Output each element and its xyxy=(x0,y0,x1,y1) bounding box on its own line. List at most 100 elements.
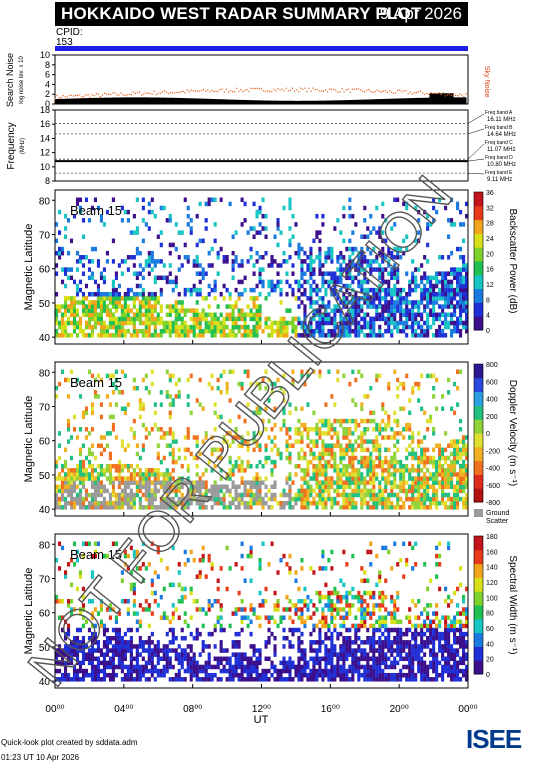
rti-cell xyxy=(201,328,205,334)
rti-cell xyxy=(303,480,307,485)
rti-cell xyxy=(132,664,136,670)
rti-cell xyxy=(102,447,106,453)
rti-cell xyxy=(78,316,83,322)
rti-cell xyxy=(336,476,340,481)
rti-cell xyxy=(369,455,373,461)
rti-cell xyxy=(321,439,325,444)
rti-cell xyxy=(462,459,466,465)
rti-cell xyxy=(162,472,166,477)
rti-cell xyxy=(138,664,142,670)
rti-cell xyxy=(387,414,391,420)
rti-cell xyxy=(123,291,127,297)
rti-cell xyxy=(405,373,409,379)
rti-cell xyxy=(213,656,217,662)
rti-cell xyxy=(327,488,331,494)
rti-cell xyxy=(207,672,211,678)
rti-cell xyxy=(399,287,403,293)
rti-cell xyxy=(147,492,151,498)
rti-cell xyxy=(108,476,112,481)
rti-cell xyxy=(291,377,295,383)
rti-cell xyxy=(417,443,421,448)
rti-cell xyxy=(174,492,178,498)
beam-label: Beam 15 xyxy=(70,203,122,218)
rti-cell xyxy=(381,468,385,473)
rti-cell xyxy=(171,439,175,444)
rti-cell xyxy=(306,484,310,490)
rti-cell xyxy=(240,492,244,498)
rti-cell xyxy=(213,324,217,330)
rti-cell xyxy=(78,259,83,264)
rti-cell xyxy=(258,496,262,502)
rti-cell xyxy=(465,484,469,490)
rti-cell xyxy=(333,328,337,334)
rti-cell xyxy=(132,496,136,502)
rti-cell xyxy=(63,377,68,383)
rti-cell xyxy=(165,496,169,502)
rti-cell xyxy=(402,238,406,244)
rti-cell xyxy=(150,250,154,256)
rti-cell xyxy=(150,291,154,297)
rti-cell xyxy=(195,320,199,326)
rti-cell xyxy=(63,488,68,494)
rti-cell xyxy=(282,373,286,379)
rti-cell xyxy=(57,677,62,682)
rti-cell xyxy=(72,664,77,670)
rti-cell xyxy=(447,287,451,293)
rti-cell xyxy=(120,333,124,338)
rti-cell xyxy=(375,304,379,309)
rti-cell xyxy=(84,312,89,318)
rti-cell xyxy=(156,488,160,494)
rti-cell xyxy=(57,484,62,490)
rti-cell xyxy=(219,312,223,318)
rti-cell xyxy=(156,468,160,473)
rti-cell xyxy=(213,463,217,469)
rti-cell xyxy=(363,267,367,272)
rti-cell xyxy=(105,443,109,448)
rti-cell xyxy=(210,328,214,334)
rti-cell xyxy=(393,476,397,481)
rti-cell xyxy=(99,607,103,612)
rti-cell xyxy=(456,488,460,494)
rti-cell xyxy=(306,468,310,473)
rti-cell xyxy=(99,599,103,604)
rti-cell xyxy=(258,381,262,387)
rti-cell xyxy=(117,640,121,645)
rti-cell xyxy=(135,246,139,252)
rti-cell xyxy=(69,300,74,305)
rti-cell xyxy=(315,480,319,485)
rti-cell xyxy=(285,291,289,297)
rti-cell xyxy=(360,439,364,444)
rti-cell xyxy=(390,505,394,510)
rti-cell xyxy=(327,463,331,469)
sky-noise-label: Sky Noise xyxy=(483,66,490,98)
rti-cell xyxy=(327,418,331,424)
rti-cell xyxy=(228,201,232,207)
rti-cell xyxy=(55,222,59,227)
rti-cell xyxy=(375,308,379,313)
rti-cell xyxy=(438,500,442,506)
rti-cell xyxy=(354,324,358,330)
rti-cell xyxy=(381,296,385,301)
rti-cell xyxy=(453,451,457,457)
rti-cell xyxy=(90,652,95,657)
rti-cell xyxy=(99,652,103,657)
rti-cell xyxy=(69,472,74,477)
rti-cell xyxy=(180,505,184,510)
rti-cell xyxy=(390,500,394,506)
plot-title: HOKKAIDO WEST RADAR SUMMARY PLOT xyxy=(61,4,422,23)
rti-cell xyxy=(150,320,154,326)
rti-cell xyxy=(216,664,220,670)
rti-cell xyxy=(90,635,95,641)
rti-cell xyxy=(378,291,382,297)
rti-cell xyxy=(297,296,301,301)
freq-band-leader xyxy=(467,158,485,162)
rti-cell xyxy=(117,320,121,326)
rti-cell xyxy=(339,275,343,281)
rti-cell xyxy=(345,296,349,301)
rti-cell xyxy=(186,623,190,629)
rti-cell xyxy=(270,255,274,260)
sky-noise-point xyxy=(432,92,434,95)
rti-cell xyxy=(111,668,115,674)
colorbar-tick-label: 600 xyxy=(486,379,498,386)
rti-cell xyxy=(102,291,106,297)
